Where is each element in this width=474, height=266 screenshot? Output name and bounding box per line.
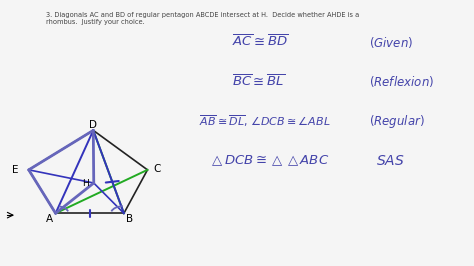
- Text: $\overline{AB}\cong\overline{DL}$, $\angle DCB \cong \angle ABL$: $\overline{AB}\cong\overline{DL}$, $\ang…: [199, 113, 331, 129]
- Text: B: B: [126, 214, 133, 224]
- Text: $(Reflexion)$: $(Reflexion)$: [369, 74, 434, 89]
- Text: $(Regular)$: $(Regular)$: [369, 113, 425, 130]
- Text: $\triangle DCB \cong \triangle\triangle ABC$: $\triangle DCB \cong \triangle\triangle …: [209, 153, 329, 168]
- Text: $\overline{BC} \cong \overline{BL}$: $\overline{BC} \cong \overline{BL}$: [232, 74, 285, 89]
- Text: $(Given)$: $(Given)$: [369, 35, 413, 50]
- Text: $\overline{AC} \cong \overline{BD}$: $\overline{AC} \cong \overline{BD}$: [232, 35, 289, 50]
- Text: $SAS$: $SAS$: [376, 154, 405, 168]
- Text: H: H: [82, 178, 89, 188]
- Text: C: C: [153, 164, 161, 173]
- Text: E: E: [12, 165, 19, 175]
- Text: A: A: [46, 214, 53, 224]
- Text: 3. Diagonals AC and BD of regular pentagon ABCDE intersect at H.  Decide whether: 3. Diagonals AC and BD of regular pentag…: [46, 12, 359, 25]
- Text: D: D: [89, 120, 97, 130]
